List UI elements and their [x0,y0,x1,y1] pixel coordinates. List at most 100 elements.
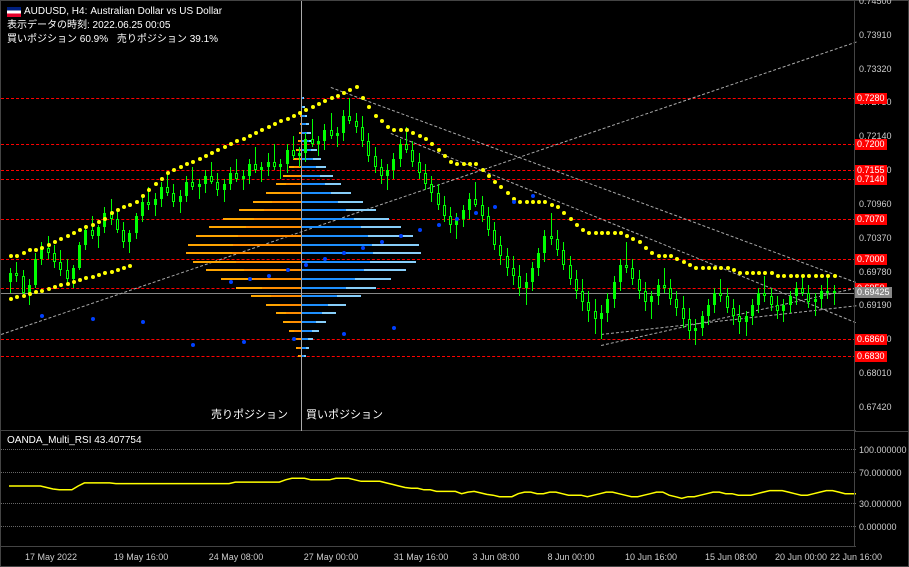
indicator-dot-yellow [613,231,617,235]
indicator-dot-yellow [745,271,749,275]
indicator-dot-yellow [91,275,95,279]
indicator-dot-yellow [147,188,151,192]
indicator-dot-yellow [776,274,780,278]
sell-position-label: 売りポジション [211,406,288,422]
indicator-dot-blue [437,223,441,227]
price-tag: 0.7000 [855,254,887,265]
indicator-dot-yellow [732,268,736,272]
indicator-dot-yellow [525,200,529,204]
hline-red [1,98,856,99]
indicator-dot-yellow [801,274,805,278]
rsi-title: OANDA_Multi_RSI 43.407754 [7,435,142,446]
indicator-dot-yellow [304,108,308,112]
indicator-dot-yellow [619,231,623,235]
indicator-dot-yellow [110,211,114,215]
indicator-dot-yellow [235,139,239,143]
profile-buy-bar-inner [301,158,313,160]
indicator-dot-yellow [814,274,818,278]
indicator-dot-yellow [122,205,126,209]
x-axis-label: 20 Jun 00:00 [775,552,827,562]
y-axis-label: 0.70370 [859,233,892,243]
title-block: AUDUSD, H4: Australian Dollar vs US Doll… [7,5,222,47]
indicator-dot-blue [191,343,195,347]
indicator-dot-blue [342,332,346,336]
y-axis-label: 0.73910 [859,30,892,40]
indicator-dot-yellow [575,223,579,227]
rsi-y-label: 0.000000 [859,522,897,532]
indicator-dot-yellow [254,131,258,135]
indicator-dot-yellow [392,128,396,132]
indicator-dot-yellow [701,266,705,270]
profile-sell-bar-inner [254,218,301,220]
indicator-dot-yellow [348,88,352,92]
indicator-dot-yellow [191,160,195,164]
indicator-dot-yellow [675,257,679,261]
indicator-dot-yellow [279,119,283,123]
indicator-dot-yellow [694,266,698,270]
indicator-dot-yellow [128,203,132,207]
indicator-dot-yellow [9,297,13,301]
indicator-dot-yellow [342,91,346,95]
main-chart[interactable]: AUDUSD, H4: Australian Dollar vs US Doll… [1,1,856,431]
indicator-dot-yellow [9,254,13,258]
indicator-dot-yellow [204,154,208,158]
indicator-dot-yellow [172,168,176,172]
profile-center-line [301,1,302,431]
indicator-dot-yellow [15,295,19,299]
indicator-dot-yellow [286,117,290,121]
hline-red [1,219,856,220]
indicator-dot-yellow [154,182,158,186]
indicator-dot-yellow [795,274,799,278]
profile-sell-bar-inner [238,235,301,237]
indicator-dot-yellow [135,200,139,204]
indicator-dot-blue [141,320,145,324]
indicator-dot-yellow [34,248,38,252]
indicator-dot-blue [380,240,384,244]
profile-buy-bar-inner [301,295,337,297]
indicator-dot-yellow [311,105,315,109]
indicator-dot-yellow [380,119,384,123]
profile-sell-bar-inner [236,261,301,263]
indicator-dot-yellow [487,174,491,178]
sub-chart[interactable]: OANDA_Multi_RSI 43.407754 [1,431,856,546]
indicator-dot-yellow [160,177,164,181]
indicator-dot-yellow [72,280,76,284]
price-tag: 0.6830 [855,351,887,362]
chart-container: AUDUSD, H4: Australian Dollar vs US Doll… [0,0,909,567]
trendline [391,133,856,323]
indicator-dot-yellow [128,264,132,268]
hline-red [1,356,856,357]
profile-sell-bar-inner [272,201,301,203]
profile-buy-bar-inner [301,192,331,194]
indicator-dot-blue [304,263,308,267]
profile-buy-bar-inner [301,261,370,263]
indicator-dot-yellow [66,234,70,238]
indicator-dot-yellow [53,240,57,244]
indicator-dot-yellow [543,200,547,204]
y-axis-label: 0.69780 [859,267,892,277]
indicator-dot-yellow [411,131,415,135]
x-axis-label: 10 Jun 16:00 [625,552,677,562]
profile-sell-bar-inner [253,278,301,280]
price-tag: 0.7070 [855,214,887,225]
indicator-dot-yellow [449,160,453,164]
x-axis-label: 27 May 00:00 [304,552,359,562]
indicator-dot-blue [493,205,497,209]
indicator-dot-blue [91,317,95,321]
rsi-y-label: 30.000000 [859,499,902,509]
profile-buy-bar-inner [301,269,364,271]
rsi-line [1,431,856,546]
indicator-dot-blue [531,194,535,198]
profile-buy-bar-inner [301,235,368,237]
indicator-dot-yellow [518,200,522,204]
indicator-dot-yellow [374,114,378,118]
x-axis-label: 22 Jun 16:00 [830,552,882,562]
indicator-dot-yellow [682,260,686,264]
indicator-dot-yellow [97,220,101,224]
indicator-dot-yellow [116,268,120,272]
hline-red [1,288,856,289]
indicator-dot-yellow [820,274,824,278]
indicator-dot-yellow [223,145,227,149]
indicator-dot-yellow [47,243,51,247]
indicator-dot-yellow [644,246,648,250]
